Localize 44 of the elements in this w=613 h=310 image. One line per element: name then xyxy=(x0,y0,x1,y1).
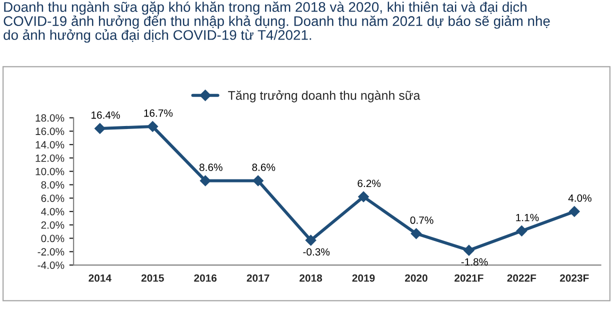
point xyxy=(200,175,211,186)
data-label: 8.6% xyxy=(199,164,222,172)
y-tick-label: 2.0% xyxy=(41,221,64,229)
point xyxy=(252,175,264,186)
y-tick-label: 14.0% xyxy=(36,141,64,148)
y-tick-label: 0.0% xyxy=(41,234,64,242)
data-label: 16.7% xyxy=(144,109,173,117)
y-tick-label: 12.0% xyxy=(36,154,64,162)
data-label: 0.7% xyxy=(410,216,434,224)
data-label: 4.0% xyxy=(568,194,592,202)
x-tick-label: 2023F xyxy=(560,274,589,282)
point xyxy=(358,191,369,202)
point xyxy=(305,234,316,246)
y-tick-label: -2.0% xyxy=(38,248,64,256)
point xyxy=(147,121,158,132)
x-tick-label: 2022F xyxy=(507,274,536,282)
y-tick-label: 16.0% xyxy=(36,128,64,136)
data-label: 6.2% xyxy=(358,180,381,188)
x-tick-label: 2018 xyxy=(300,274,322,282)
x-tick-label: 2020 xyxy=(405,274,428,282)
x-tick-label: 2015 xyxy=(141,274,164,282)
y-tick-label: 18.0% xyxy=(36,114,64,122)
y-tick-label: -4.0% xyxy=(38,262,64,269)
x-tick-label: 2016 xyxy=(194,274,217,282)
data-label: 8.6% xyxy=(252,164,276,172)
point xyxy=(94,123,106,134)
y-tick-label: 8.0% xyxy=(41,181,64,189)
legend-label: Tăng trưởng doanh thu ngành sữa xyxy=(228,90,420,102)
y-tick-label: 6.0% xyxy=(41,194,64,202)
y-tick-label: 4.0% xyxy=(41,208,64,216)
x-tick-label: 2021F xyxy=(454,274,484,282)
y-tick-label: 10.0% xyxy=(36,168,64,176)
point xyxy=(568,206,580,217)
point xyxy=(410,228,422,240)
data-label: -0.3% xyxy=(303,248,330,256)
x-tick-label: 2019 xyxy=(352,274,375,282)
chart-title: Doanh thu ngành sữa gặp khó khăn trong năm 2018 và 2020, khi thiên tai và đại dịch COVID-19 ảnh hưởng đến thu nhập khả dụng. Doanh thu năm 2021 dự báo sẽ giảm nhẹ do ảnh hưởng của đại dịch COVID-19 từ T4/2021. xyxy=(4,2,550,43)
point xyxy=(464,244,474,256)
data-label: -1.8% xyxy=(461,258,488,266)
data-label: 1.1% xyxy=(516,214,539,222)
data-label: 16.4% xyxy=(92,111,120,119)
point xyxy=(516,225,528,236)
x-tick-label: 2014 xyxy=(88,274,112,282)
x-tick-label: 2017 xyxy=(246,274,270,282)
